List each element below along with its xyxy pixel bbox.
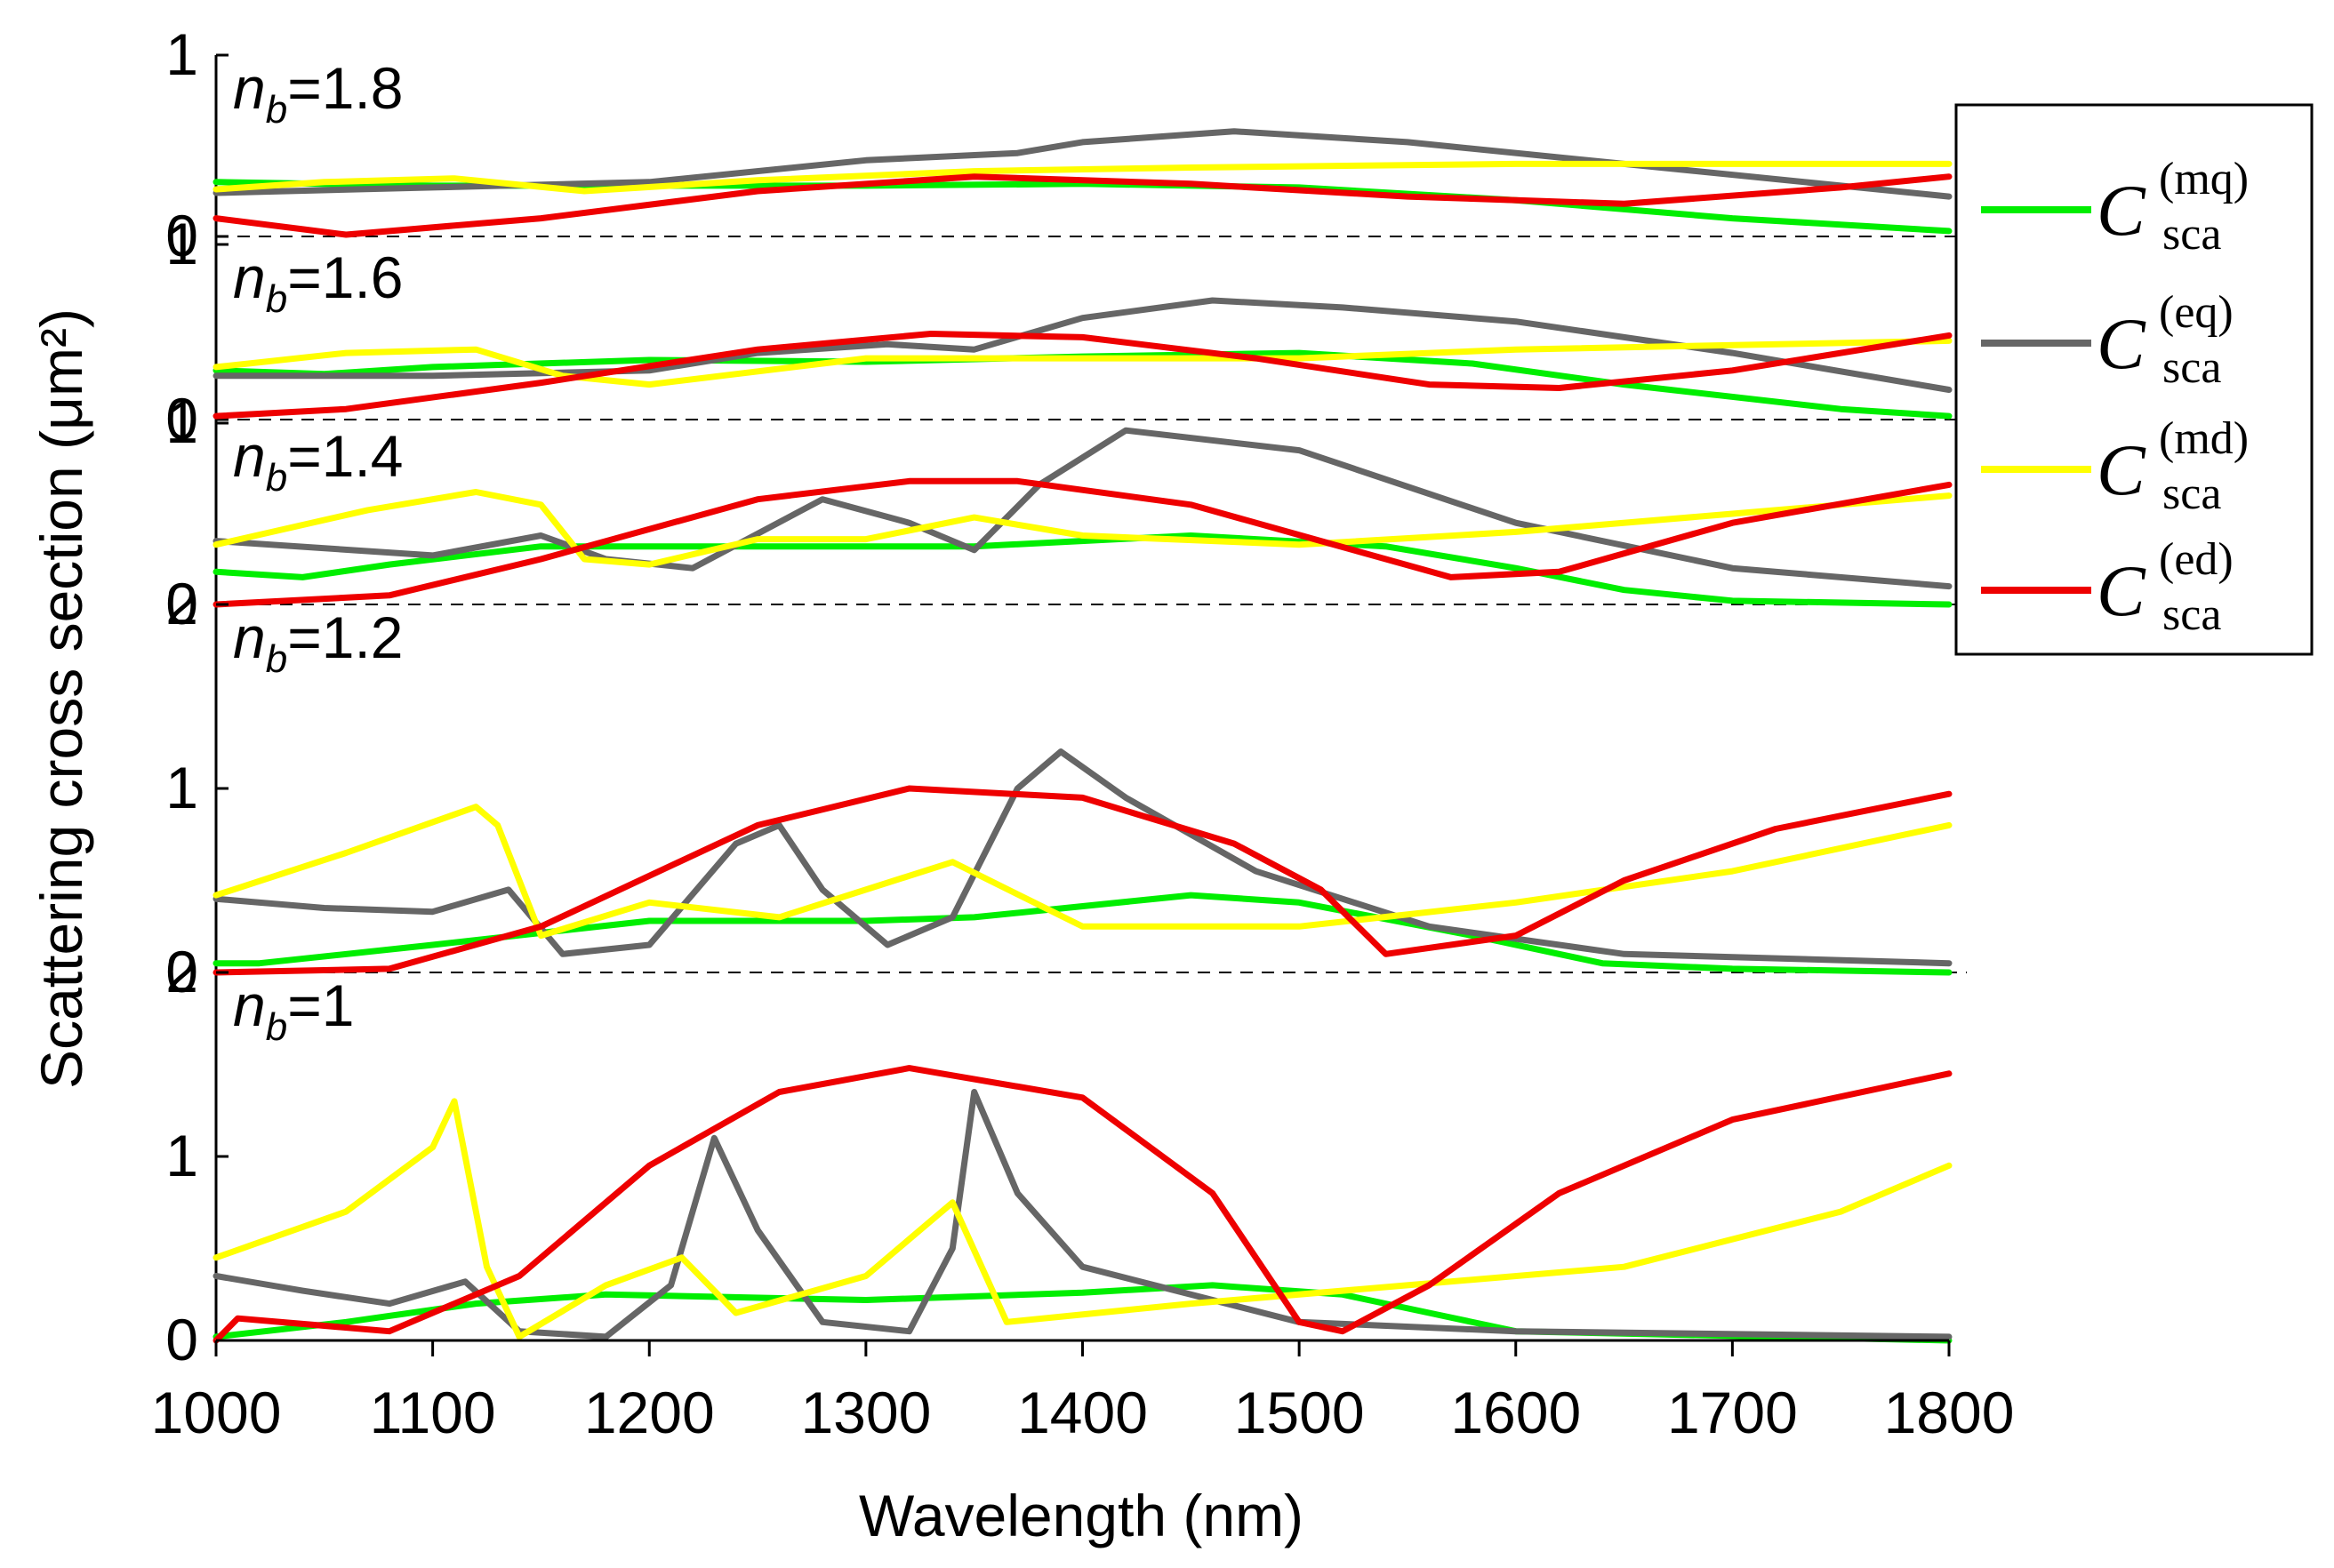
y-tick-label: 1: [165, 389, 198, 455]
legend-symbol: C: [2097, 303, 2146, 384]
x-tick-label: 1100: [370, 1380, 496, 1445]
panel-label: nb=1.8: [233, 55, 404, 132]
y-tick-label: 0: [165, 571, 198, 636]
series-line-md: [213, 804, 1953, 940]
legend-subscript: sca: [2162, 342, 2221, 393]
series-line-ed: [213, 785, 1953, 976]
legend-subscript: sca: [2162, 468, 2221, 519]
series-line-eq: [213, 128, 1953, 200]
y-tick-label: 1: [165, 755, 198, 820]
series-line-md: [213, 337, 1953, 388]
panel-5: 0 1 2 nb=1: [165, 939, 1953, 1372]
series-line-ed: [213, 331, 1953, 420]
legend-box: [1954, 103, 2314, 656]
series-line-mq: [213, 532, 1953, 608]
x-tick-label: 1400: [1017, 1380, 1148, 1445]
legend-item-mq: C (mq)sca: [1981, 154, 2249, 260]
legend-item-md: C (md)sca: [1981, 413, 2249, 519]
y-tick-label: 0: [165, 386, 198, 452]
legend-symbol: C: [2097, 170, 2146, 251]
x-tick-label: 1800: [1884, 1380, 2015, 1445]
panel-label: nb=1: [233, 972, 354, 1049]
legend-superscript: (md): [2159, 413, 2249, 464]
x-tick-label: 1200: [584, 1380, 715, 1445]
legend-subscript: sca: [2162, 209, 2221, 260]
y-tick-label: 1: [165, 21, 198, 87]
y-tick-label: 1: [165, 1123, 198, 1188]
series-line-mq: [213, 892, 1953, 976]
x-tick-label: 1600: [1450, 1380, 1581, 1445]
legend-superscript: (mq): [2159, 154, 2249, 204]
panel-4: 0 1 2 nb=1.2: [165, 571, 1967, 1004]
series-line-eq: [213, 748, 1953, 967]
y-tick-label: 1: [165, 211, 198, 276]
legend-item-ed: C (ed)sca: [1981, 534, 2234, 640]
x-tick-label: 1300: [800, 1380, 931, 1445]
y-tick-label: 2: [165, 939, 198, 1004]
y-tick-label: 0: [165, 939, 198, 1004]
y-axis-label: Scattering cross section (μm²): [28, 308, 94, 1089]
legend-superscript: (eq): [2159, 287, 2234, 338]
series-line-md: [213, 160, 1953, 195]
series-line-md: [213, 1098, 1953, 1340]
series-line-mq: [213, 349, 1953, 420]
panel-1: 0 1 nb=1.8: [165, 21, 1967, 268]
legend-subscript: sca: [2162, 589, 2221, 640]
x-axis-label: Wavelength (nm): [859, 1483, 1303, 1548]
panel-label: nb=1.6: [233, 244, 404, 321]
panel-label: nb=1.4: [233, 423, 404, 500]
y-tick-label: 0: [165, 203, 198, 268]
series-line-md: [213, 489, 1953, 568]
panel-label: nb=1.2: [233, 604, 404, 681]
series-line-ed: [213, 1065, 1953, 1344]
x-tick-label: 1700: [1667, 1380, 1798, 1445]
y-tick-label: 2: [165, 571, 198, 636]
series-line-ed: [213, 477, 1953, 608]
x-tick-label: 1500: [1234, 1380, 1365, 1445]
series-line-eq: [213, 1089, 1953, 1340]
legend-symbol: C: [2097, 550, 2146, 631]
series-line-ed: [213, 173, 1953, 238]
legend-superscript: (ed): [2159, 534, 2234, 585]
series-line-eq: [213, 427, 1953, 590]
legend-item-eq: C (eq)sca: [1981, 287, 2234, 393]
x-tick-label: 1000: [151, 1380, 282, 1445]
y-tick-label: 0: [165, 1307, 198, 1372]
legend-symbol: C: [2097, 429, 2146, 510]
x-axis: 1000 1100 1200 1300 1400 1500 1600 1700 1800: [151, 1339, 2015, 1445]
